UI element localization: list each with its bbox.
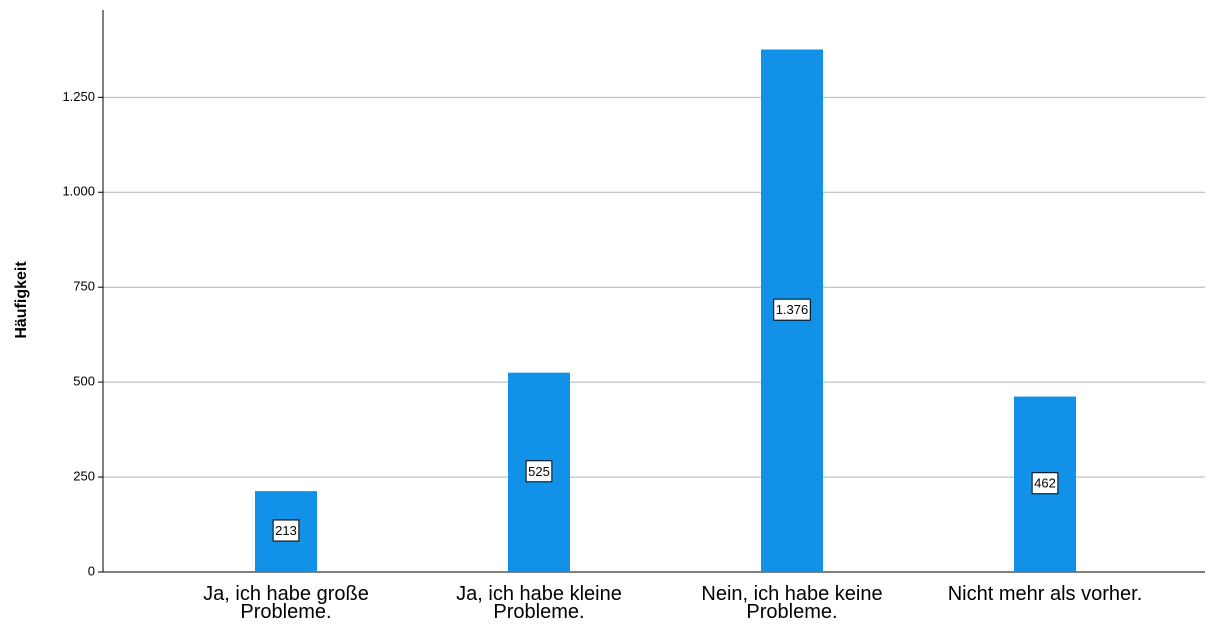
y-tick-label: 750 — [73, 279, 95, 294]
data-label: 1.376 — [776, 302, 809, 317]
y-tick-label: 0 — [88, 563, 95, 578]
x-tick-label: Nein, ich habe keine Probleme. — [701, 583, 883, 623]
data-label: 462 — [1034, 476, 1056, 491]
data-label-box — [272, 519, 300, 542]
data-label-box — [525, 460, 553, 483]
x-tick-label: Nicht mehr als vorher. — [947, 583, 1143, 605]
y-axis-label: Häufigkeit — [13, 261, 30, 339]
y-tick-label: 1.250 — [62, 89, 95, 104]
x-tick-label: Ja, ich habe kleine Probleme. — [456, 583, 622, 623]
data-label: 213 — [275, 523, 297, 538]
data-label-box — [1031, 472, 1059, 495]
data-label: 525 — [528, 464, 550, 479]
y-tick-label: 500 — [73, 374, 95, 389]
y-tick-label: 250 — [73, 469, 95, 484]
x-tick-label: Ja, ich habe große Probleme. — [203, 583, 369, 623]
y-tick-label: 1.000 — [62, 184, 95, 199]
data-label-box — [773, 298, 811, 321]
